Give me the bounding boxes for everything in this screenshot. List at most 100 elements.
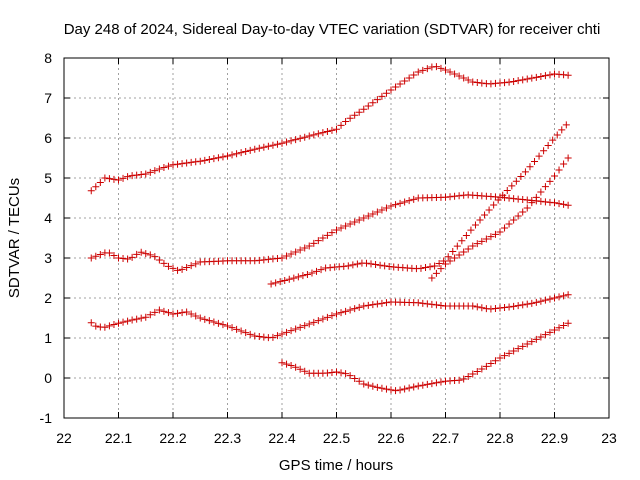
data-point-marker: [362, 259, 370, 267]
x-tick-label: 22.2: [159, 430, 186, 446]
data-point-marker: [505, 349, 513, 357]
data-point-marker: [224, 322, 231, 330]
data-point-marker: [537, 333, 545, 341]
data-point-marker: [532, 73, 540, 81]
data-point-marker: [360, 302, 368, 310]
data-point-marker: [283, 360, 291, 368]
data-point-marker: [219, 153, 227, 161]
data-point-marker: [328, 126, 336, 134]
data-point-marker: [323, 127, 331, 135]
data-point-marker: [273, 332, 281, 340]
data-point-marker: [351, 305, 359, 313]
data-point-marker: [537, 188, 545, 196]
data-point-marker: [333, 310, 340, 318]
data-point-marker: [528, 338, 536, 346]
data-point-marker: [187, 262, 195, 270]
data-point-marker: [482, 235, 490, 243]
data-point-marker: [124, 173, 132, 181]
data-point-marker: [246, 146, 254, 154]
data-point-marker: [376, 261, 384, 269]
data-point-marker: [187, 310, 195, 318]
data-point-marker: [392, 201, 400, 209]
data-point-marker: [183, 264, 191, 271]
data-point-marker: [464, 373, 472, 380]
data-point-marker: [423, 380, 431, 388]
data-point-marker: [546, 328, 554, 336]
data-point-marker: [255, 144, 263, 152]
x-tick-label: 22.6: [377, 430, 404, 446]
data-point-marker: [481, 211, 489, 219]
data-point-marker: [272, 279, 280, 287]
data-point-marker: [471, 221, 479, 229]
data-point-marker: [296, 365, 304, 373]
y-tick-label: 2: [44, 290, 52, 306]
data-point-marker: [491, 357, 499, 365]
data-point-marker: [105, 322, 113, 330]
data-point-marker: [278, 139, 286, 147]
data-point-marker: [437, 301, 445, 309]
data-point-marker: [283, 328, 291, 336]
data-point-marker: [260, 333, 268, 341]
data-point-marker: [535, 152, 543, 160]
data-point-marker: [455, 251, 463, 259]
data-point-marker: [553, 131, 561, 139]
data-point-marker: [519, 208, 527, 216]
data-point-marker: [494, 196, 502, 204]
data-point-marker: [146, 251, 154, 259]
data-point-marker: [201, 315, 209, 323]
data-point-marker: [233, 325, 241, 333]
data-point-marker: [337, 309, 345, 317]
data-point-marker: [301, 367, 309, 375]
data-point-marker: [178, 265, 186, 273]
data-point-marker: [544, 141, 552, 149]
data-point-marker: [405, 74, 413, 82]
y-tick-label: 7: [44, 90, 52, 106]
x-tick-label: 22.4: [268, 430, 295, 446]
data-point-marker: [478, 79, 486, 87]
data-point-marker: [349, 261, 357, 269]
data-point-marker: [460, 74, 468, 82]
data-point-marker: [469, 302, 477, 310]
data-point-marker: [333, 226, 340, 234]
data-point-marker: [540, 147, 548, 155]
data-point-marker: [546, 71, 554, 79]
data-point-marker: [169, 264, 177, 272]
data-point-marker: [491, 230, 499, 238]
data-point-marker: [251, 145, 259, 153]
data-point-marker: [137, 314, 145, 322]
data-point-marker: [473, 79, 481, 87]
data-point-marker: [142, 313, 150, 321]
data-point-marker: [546, 295, 554, 303]
data-point-marker: [369, 210, 377, 218]
data-point-marker: [496, 354, 504, 362]
data-point-marker: [299, 272, 307, 280]
data-point-marker: [378, 384, 386, 392]
data-point-marker: [310, 239, 318, 247]
data-point-marker: [314, 130, 322, 138]
data-point-marker: [519, 301, 527, 309]
data-point-marker: [428, 380, 436, 388]
data-point-marker: [196, 157, 204, 165]
data-point-marker: [505, 220, 513, 228]
data-point-marker: [133, 315, 141, 323]
series-5-markers: [87, 291, 572, 342]
data-point-marker: [128, 172, 136, 180]
data-point-marker: [446, 68, 454, 76]
data-point-marker: [560, 292, 568, 300]
data-point-marker: [305, 242, 313, 250]
data-point-marker: [442, 66, 449, 74]
data-point-marker: [242, 147, 250, 155]
data-point-marker: [419, 66, 427, 74]
data-point-marker: [482, 362, 490, 370]
data-point-marker: [378, 206, 386, 214]
data-point-marker: [555, 200, 563, 208]
data-point-marker: [276, 278, 284, 286]
data-point-marker: [214, 319, 222, 327]
data-point-marker: [373, 300, 381, 308]
data-point-marker: [305, 320, 313, 328]
data-point-marker: [523, 300, 531, 308]
data-point-marker: [564, 154, 572, 162]
data-point-marker: [381, 262, 389, 270]
data-point-marker: [287, 250, 295, 258]
data-point-marker: [237, 149, 245, 157]
